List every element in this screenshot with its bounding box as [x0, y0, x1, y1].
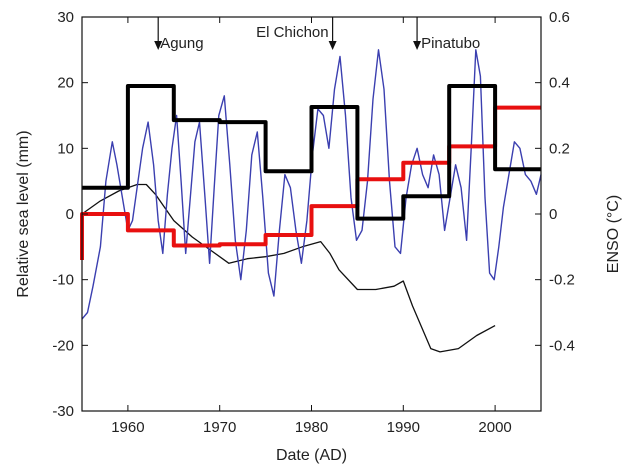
x-tick-label: 1960 — [111, 419, 144, 436]
axis-ticks: 1960 1970 1980 1990 2000 30 20 10 0 -10 -20 -30 0.6 0… — [52, 9, 575, 436]
y-tick-label: -10 — [52, 272, 74, 289]
black-step-line — [82, 84, 541, 221]
x-tick-label: 1990 — [387, 419, 420, 436]
y-tick-label: -30 — [52, 403, 74, 420]
annotation-label: Pinatubo — [421, 35, 480, 52]
x-tick-label: 2000 — [478, 419, 511, 436]
y-tick-label: -20 — [52, 337, 74, 354]
annotations: Agung El Chichon Pinatubo — [154, 17, 480, 52]
y-tick-label: 10 — [57, 140, 74, 157]
thin-black-line — [81, 183, 496, 353]
y2-tick-label: 0.2 — [549, 140, 570, 157]
x-tick-label: 1970 — [203, 419, 236, 436]
y2-tick-label: -0.4 — [549, 337, 575, 354]
y-tick-label: 30 — [57, 9, 74, 26]
enso-line — [81, 49, 542, 320]
x-axis-title: Date (AD) — [276, 447, 347, 464]
y2-axis-title: ENSO (°C) — [605, 195, 622, 273]
annotation-arrowhead — [413, 41, 422, 50]
y2-tick-label: 0.6 — [549, 9, 570, 26]
annotation-label: El Chichon — [256, 24, 329, 41]
y2-tick-label: -0.2 — [549, 272, 575, 289]
y2-tick-label: 0 — [549, 206, 557, 223]
y-tick-label: 0 — [66, 206, 74, 223]
enso-series — [81, 49, 542, 320]
y2-tick-label: 0.4 — [549, 75, 570, 92]
thin-black-series — [81, 183, 496, 353]
x-tick-label: 1980 — [295, 419, 328, 436]
y-tick-label: 20 — [57, 75, 74, 92]
annotation-arrowhead — [328, 41, 337, 50]
annotation-label: Agung — [160, 35, 203, 52]
black-step-series — [82, 84, 541, 221]
annotation-arrowhead — [154, 41, 163, 50]
y-axis-title: Relative sea level (mm) — [15, 130, 32, 297]
